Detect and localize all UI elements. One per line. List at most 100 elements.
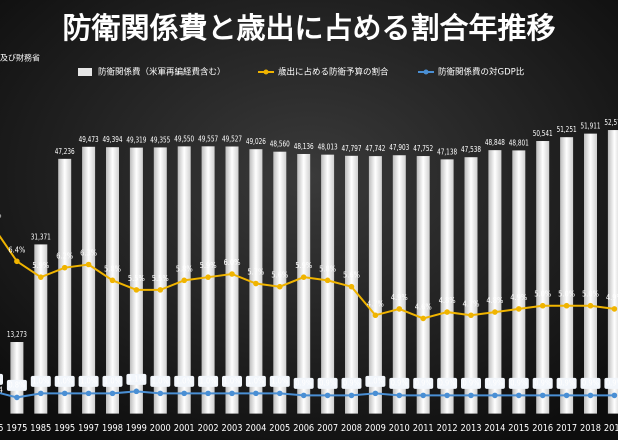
line-point — [300, 274, 307, 280]
label-box — [532, 377, 553, 389]
line-value-label: 1.0% — [224, 376, 241, 385]
line-value-label: 4.9% — [606, 293, 618, 302]
line-value-label: 0.9% — [415, 378, 432, 387]
line-value-label: 4.8% — [486, 296, 503, 305]
line-point — [372, 312, 379, 319]
bar — [488, 150, 502, 414]
bar — [273, 151, 287, 414]
line-point — [563, 392, 570, 399]
line-point — [539, 392, 546, 399]
bar-value-label: 52,574 — [604, 118, 618, 127]
line-value-label: 5.8% — [104, 264, 121, 273]
line-value-label: 0.9% — [534, 378, 551, 387]
line-point — [38, 274, 44, 280]
line-value-label: 5.5% — [152, 274, 169, 283]
line-value-label: 1.1% — [128, 374, 145, 383]
x-tick-label: 2009 — [365, 423, 386, 434]
x-tick-label: 2010 — [389, 423, 410, 434]
line-value-label: 4.8% — [439, 296, 456, 305]
bar-value-label: 3,014 — [0, 385, 3, 394]
line-point — [133, 388, 140, 395]
line-point — [205, 390, 211, 397]
line-point — [205, 274, 211, 280]
bar — [607, 130, 618, 414]
line-point — [492, 309, 498, 315]
line-value-label: 1.0% — [152, 376, 169, 385]
line-value-label: 0.9% — [558, 378, 575, 387]
label-box — [174, 375, 195, 387]
x-tick-label: 2012 — [437, 423, 458, 434]
bar-value-label: 49,319 — [126, 136, 146, 145]
line-value-label: 0.9% — [510, 378, 527, 387]
x-tick-label: 2011 — [413, 423, 434, 434]
line-value-label: 1.1% — [0, 374, 2, 383]
label-box — [341, 377, 362, 389]
bar — [321, 154, 335, 414]
x-tick-label: 1997 — [78, 423, 99, 434]
label-box — [461, 377, 481, 389]
line-value-label: 4.7% — [463, 299, 480, 308]
x-tick-label: 2017 — [556, 423, 577, 434]
x-tick-label: 2013 — [461, 423, 482, 434]
bar-value-label: 51,251 — [557, 125, 577, 134]
line-value-label: 1.0% — [367, 376, 384, 385]
line-value-label: 6.3% — [80, 248, 97, 257]
line-value-label: 5.9% — [200, 261, 217, 270]
bar — [584, 133, 597, 414]
label-box — [54, 375, 75, 387]
line-value-label: 5.6% — [271, 271, 288, 280]
bar-value-label: 47,797 — [342, 144, 362, 153]
label-box — [102, 375, 123, 387]
line-value-label: 1.0% — [32, 376, 49, 385]
legend-label: 防衛関係費の対GDP比 — [438, 67, 524, 78]
bar — [34, 244, 48, 414]
line-value-label: 6.2% — [56, 252, 73, 261]
bar — [225, 146, 239, 414]
line-point — [611, 392, 618, 399]
line-point — [563, 302, 570, 309]
label-box — [30, 375, 51, 387]
x-tick-label: 2000 — [150, 423, 171, 434]
x-tick-label: 2004 — [245, 423, 266, 434]
bar-value-label: 49,026 — [246, 137, 266, 146]
x-tick-label: 2015 — [508, 423, 529, 434]
legend-label: 防衛関係費（米軍再編経費含む） — [98, 67, 226, 78]
x-tick-label: 2002 — [198, 423, 219, 434]
label-box — [413, 377, 434, 389]
bar — [82, 146, 96, 414]
line-value-label: 5.8% — [176, 264, 193, 273]
bar-value-label: 31,371 — [31, 232, 51, 241]
bar — [440, 159, 454, 414]
line-value-label: 6.4% — [8, 245, 25, 254]
line-value-label: 0.9% — [486, 378, 503, 387]
bar — [153, 147, 167, 414]
line-value-label: 0.9% — [319, 378, 336, 387]
line-point — [587, 302, 594, 309]
bar — [392, 155, 406, 414]
x-tick-label: 2001 — [174, 423, 195, 434]
x-tick-label: 2019 — [604, 423, 618, 434]
line-value-label: 5.9% — [32, 261, 49, 270]
label-box — [0, 373, 3, 385]
line-point — [324, 392, 331, 399]
bar-value-label: 13,273 — [7, 330, 27, 339]
line-value-label: 0.9% — [606, 378, 618, 387]
line-value-label: 5.5% — [128, 274, 145, 283]
line-point — [253, 280, 259, 287]
x-tick-label: 1995 — [54, 423, 75, 434]
label-box — [365, 375, 386, 387]
x-tick-label: 2007 — [317, 423, 338, 434]
bar-value-label: 47,236 — [55, 147, 75, 156]
line-point — [348, 283, 355, 290]
label-box — [317, 377, 338, 389]
line-point — [539, 302, 546, 309]
x-tick-label: 1998 — [102, 423, 123, 434]
line-point — [253, 390, 259, 397]
line-point — [468, 392, 474, 399]
label-box — [293, 377, 314, 389]
line-value-label: 5.7% — [247, 268, 264, 277]
line-point — [420, 315, 427, 322]
line-value-label: 1.0% — [176, 376, 193, 385]
bar-value-label: 49,550 — [174, 134, 194, 143]
x-tick-label: 2018 — [580, 423, 601, 434]
